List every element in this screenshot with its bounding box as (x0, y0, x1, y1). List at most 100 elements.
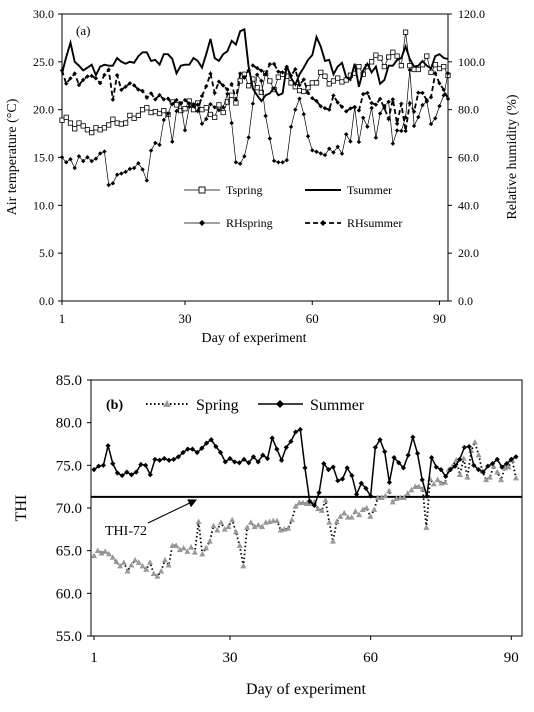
point-spring (113, 558, 120, 565)
panel-b-y-tick-label: 80.0 (56, 416, 82, 432)
point-rhspring (407, 67, 413, 73)
point-spring (483, 476, 490, 483)
panel-a-right-tick-label: 60.0 (458, 151, 479, 165)
point-summer (218, 449, 224, 456)
point-rhspring (174, 108, 179, 114)
point-summer (260, 452, 266, 458)
point-tspring (207, 111, 214, 118)
point-rhspring (81, 158, 86, 164)
legend-item-tsummer: Tsummer (305, 183, 392, 197)
point-summer (419, 477, 425, 483)
point-rhspring (297, 96, 302, 101)
point-rhsummer (386, 116, 391, 122)
point-tspring (106, 122, 112, 128)
point-summer (274, 446, 280, 452)
point-spring (102, 548, 109, 554)
point-tspring (63, 114, 69, 120)
panel-a-x-tick-label: 1 (59, 311, 66, 326)
point-spring (464, 474, 471, 480)
panel-b-y-tick-label: 70.0 (56, 501, 82, 517)
point-summer (171, 456, 177, 462)
point-summer (232, 459, 238, 465)
point-summer (138, 461, 144, 468)
panel-a-x-tick-label: 90 (433, 311, 446, 326)
point-summer (152, 456, 158, 462)
point-rhspring (246, 135, 251, 140)
point-tspring (156, 110, 163, 117)
point-tspring (441, 64, 447, 70)
point-summer (358, 480, 364, 486)
point-rhspring (85, 155, 90, 160)
point-spring (490, 462, 497, 469)
series-line-tsummer (61, 27, 449, 103)
panel-a-left-tick-label: 5.0 (39, 246, 54, 260)
panel-a-left-tick-label: 15.0 (33, 151, 54, 165)
point-summer (96, 463, 102, 469)
point-rhspring (445, 71, 451, 76)
panel-b-y-tick-label: 75.0 (56, 458, 82, 474)
point-rhsummer (161, 97, 167, 102)
point-rhspring (271, 158, 277, 164)
panel-a-right-tick-label: 100.0 (458, 55, 485, 69)
point-rhsummer (420, 90, 425, 96)
point-summer (386, 479, 392, 485)
point-spring (292, 503, 299, 509)
point-rhspring (343, 132, 349, 137)
series-line-rhspring (61, 69, 449, 186)
point-spring (386, 487, 393, 494)
point-rhsummer (382, 105, 387, 111)
point-summer (227, 455, 233, 462)
point-spring (423, 524, 430, 530)
point-rhsummer (123, 84, 128, 89)
point-summer (353, 491, 360, 497)
point-tspring (199, 107, 205, 113)
legend-item-rhspring: RHspring (184, 216, 273, 230)
point-tspring (390, 49, 396, 55)
point-spring (382, 492, 389, 499)
point-spring (442, 479, 449, 485)
point-rhsummer (76, 82, 82, 88)
point-rhspring (89, 158, 94, 164)
point-rhspring (305, 134, 311, 139)
point-rhsummer (352, 104, 357, 110)
point-tspring (428, 69, 434, 75)
point-rhspring (339, 151, 345, 156)
panel-b-y-tick-label: 60.0 (56, 586, 82, 602)
point-summer (311, 502, 317, 509)
point-spring (98, 550, 105, 556)
point-rhspring (114, 172, 120, 177)
legend-label-rhsummer: RHsummer (347, 216, 402, 230)
point-rhsummer (114, 73, 120, 78)
legend-item-spring: Spring (146, 397, 239, 414)
point-tspring (326, 81, 332, 87)
panel-a-right-axis-title: Relative humidity (%) (505, 94, 520, 220)
point-tspring (118, 121, 124, 127)
point-tspring (148, 109, 154, 116)
point-tspring (152, 108, 158, 115)
point-spring (247, 519, 254, 525)
point-summer (471, 462, 477, 468)
point-tspring (182, 106, 188, 112)
point-rhsummer (267, 62, 273, 67)
point-rhspring (225, 91, 230, 97)
point-rhsummer (293, 67, 298, 72)
point-rhsummer (254, 65, 260, 71)
point-rhsummer (195, 108, 200, 114)
point-rhsummer (284, 64, 290, 70)
point-summer (400, 465, 407, 471)
point-summer (447, 467, 453, 473)
point-spring (180, 544, 187, 551)
point-rhsummer (212, 90, 217, 96)
point-summer (330, 464, 336, 470)
point-rhspring (390, 141, 396, 146)
point-rhsummer (68, 76, 73, 81)
point-summer (349, 472, 355, 479)
point-rhsummer (399, 101, 404, 106)
point-rhsummer (322, 106, 328, 111)
panel-a-x-axis: 1 30 60 90 (59, 301, 446, 326)
legend-label-spring: Spring (196, 397, 239, 414)
point-tspring (216, 102, 222, 108)
point-rhsummer (199, 93, 205, 99)
point-rhsummer (390, 97, 396, 102)
point-rhsummer (106, 67, 111, 72)
